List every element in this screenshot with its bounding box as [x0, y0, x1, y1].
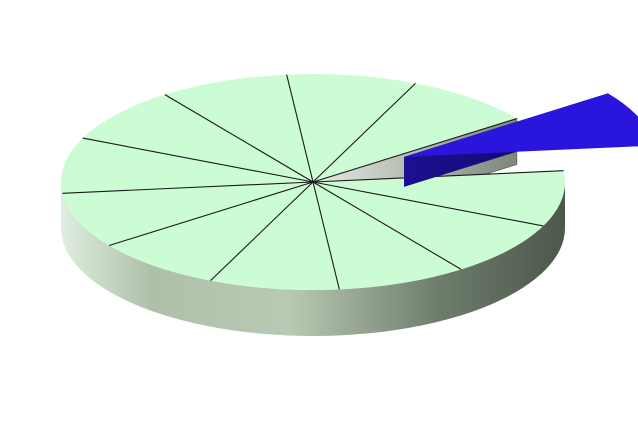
pie-slice-3: [313, 182, 462, 290]
slice-divider: [312, 82, 416, 183]
pie-slice-9: [164, 74, 313, 182]
pie-slice-1: [313, 170, 565, 226]
slice-divider: [312, 117, 518, 183]
pie-slice-8: [82, 94, 313, 182]
pie-slice-6: [62, 182, 314, 246]
slice-divider: [312, 170, 564, 183]
pie-slice-7: [61, 138, 314, 194]
pie-slice-5: [109, 182, 313, 281]
slice-divider: [286, 74, 314, 183]
slice-divider: [108, 181, 314, 247]
slice-divider: [62, 181, 314, 194]
slice-divider: [210, 181, 314, 282]
slice-divider: [164, 94, 314, 183]
slice-divider: [312, 181, 340, 290]
pie-slice-2: [313, 182, 544, 270]
pie-slice-11: [313, 83, 517, 182]
slice-divider: [82, 137, 314, 183]
pie-side-wall: [61, 182, 565, 336]
slice-divider: [312, 181, 462, 270]
pie-slice-10: [286, 74, 416, 182]
exploded-slice-top: [404, 93, 638, 157]
pie-slice-4: [210, 182, 340, 290]
slice-divider: [312, 181, 544, 227]
